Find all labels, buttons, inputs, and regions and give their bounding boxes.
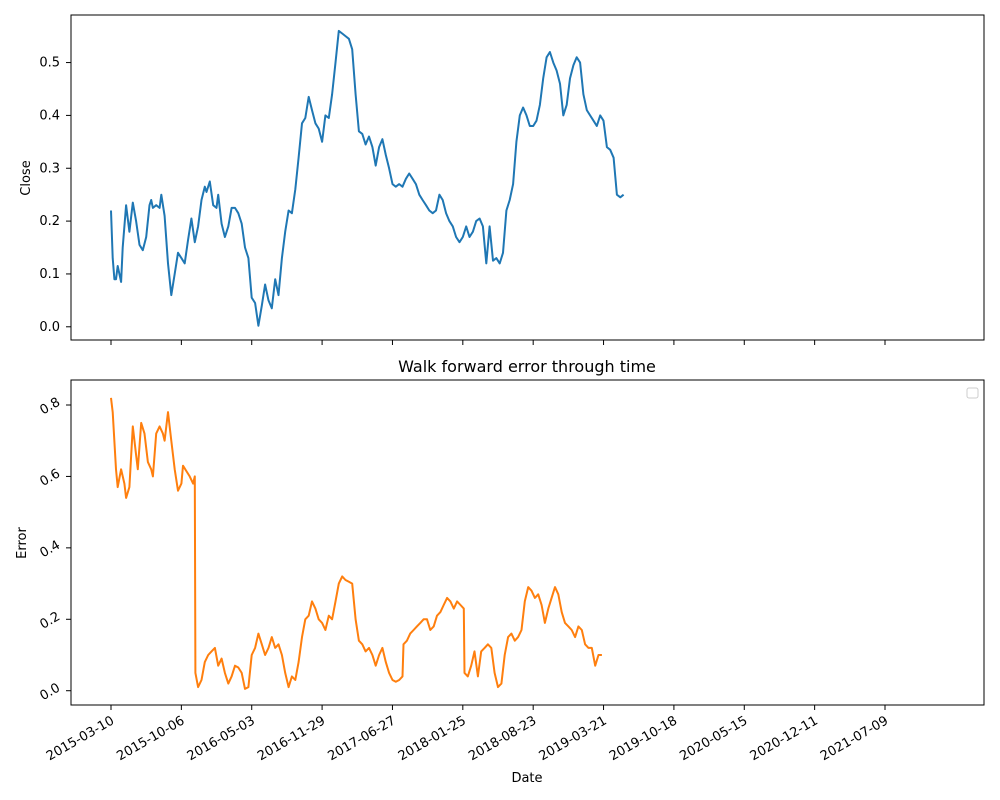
close-y-tick-label: 0.3: [39, 161, 60, 176]
close-panel: 0.0 0.1 0.2 0.3 0.4 0.5 Close: [19, 14, 985, 345]
close-y-ticks: 0.0 0.1 0.2 0.3 0.4 0.5: [39, 56, 71, 335]
close-y-axis-label: Close: [19, 160, 34, 195]
close-y-tick-label: 0.1: [39, 267, 60, 282]
error-x-axis-label: Date: [511, 771, 542, 786]
error-axes-frame: [70, 379, 985, 706]
close-y-tick-label: 0.2: [39, 214, 60, 229]
legend-box: [966, 387, 979, 399]
close-series-line: [110, 29, 625, 327]
error-series-line: [110, 397, 602, 690]
close-y-tick-label: 0.4: [39, 108, 60, 123]
close-axes-frame: [70, 14, 985, 341]
error-chart-title: Walk forward error through time: [398, 357, 656, 376]
close-y-tick-label: 0.0: [39, 320, 60, 335]
close-y-tick-label: 0.5: [39, 56, 60, 71]
error-y-axis-label: Error: [15, 527, 30, 559]
error-y-ticks: 0.00.20.40.60.8: [38, 395, 71, 704]
close-x-ticks: [110, 340, 886, 345]
